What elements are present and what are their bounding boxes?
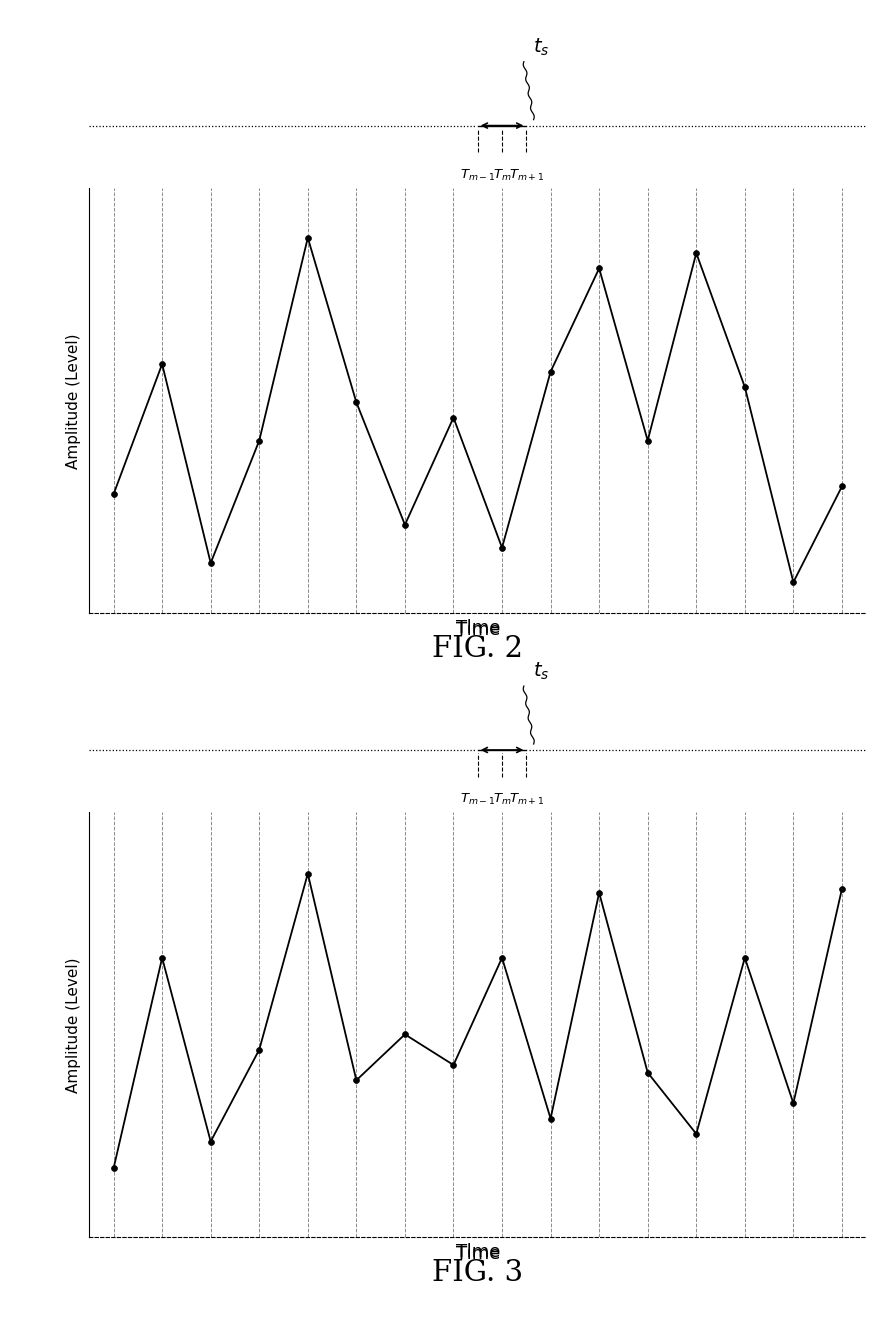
Point — [592, 882, 606, 903]
Point — [252, 430, 266, 452]
Point — [786, 572, 800, 594]
Point — [495, 947, 509, 968]
Text: $T_m$: $T_m$ — [493, 791, 512, 807]
Point — [301, 227, 315, 248]
X-axis label: Time: Time — [455, 1243, 500, 1260]
Point — [640, 430, 655, 452]
Point — [252, 1038, 266, 1060]
Text: $T_{m-1}$: $T_{m-1}$ — [460, 167, 496, 183]
Text: $T_m$: $T_m$ — [493, 167, 512, 183]
Point — [446, 408, 461, 429]
Text: $T_{m+1}$: $T_{m+1}$ — [508, 167, 544, 183]
Point — [689, 243, 704, 264]
Point — [204, 1131, 218, 1153]
Text: FIG. 2: FIG. 2 — [432, 635, 523, 663]
Point — [397, 1024, 412, 1045]
Text: $t_s$: $t_s$ — [532, 660, 549, 681]
Text: FIG. 3: FIG. 3 — [432, 1259, 523, 1287]
Point — [301, 863, 315, 884]
Point — [106, 483, 121, 505]
Point — [155, 353, 170, 374]
Point — [349, 1070, 363, 1092]
Y-axis label: Amplitude (Level): Amplitude (Level) — [66, 957, 81, 1093]
Point — [106, 1158, 121, 1179]
Text: Time: Time — [455, 620, 500, 639]
Text: $T_{m-1}$: $T_{m-1}$ — [460, 791, 496, 807]
Y-axis label: Amplitude (Level): Amplitude (Level) — [66, 333, 81, 469]
Point — [446, 1054, 461, 1076]
X-axis label: Time: Time — [455, 619, 500, 636]
Point — [204, 552, 218, 574]
Point — [835, 477, 849, 498]
Text: $T_{m+1}$: $T_{m+1}$ — [508, 791, 544, 807]
Point — [835, 879, 849, 900]
Point — [349, 392, 363, 413]
Point — [544, 361, 558, 382]
Point — [689, 1123, 704, 1145]
Point — [397, 514, 412, 535]
Point — [640, 1062, 655, 1084]
Point — [495, 538, 509, 559]
Point — [738, 947, 752, 968]
Text: Time: Time — [455, 1244, 500, 1263]
Point — [786, 1093, 800, 1114]
Text: $t_s$: $t_s$ — [532, 36, 549, 57]
Point — [155, 947, 170, 968]
Point — [592, 258, 606, 279]
Point — [544, 1108, 558, 1129]
Point — [738, 377, 752, 398]
